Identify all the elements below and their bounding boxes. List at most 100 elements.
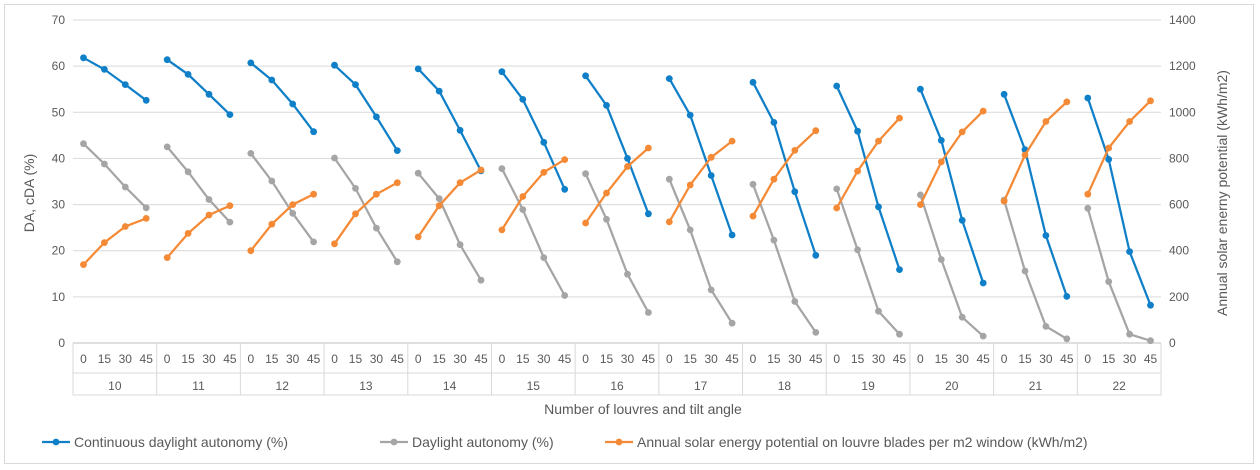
- data-point: [373, 190, 380, 198]
- data-point: [101, 160, 108, 168]
- x-group-label: 18: [778, 379, 792, 393]
- data-point: [582, 219, 589, 227]
- x-tick-label: 30: [1123, 352, 1137, 366]
- y2-tick-label: 0: [1169, 336, 1176, 350]
- x-tick-label: 15: [98, 352, 112, 366]
- x-group-label: 17: [694, 379, 708, 393]
- x-axis-title: Number of louvres and tilt angle: [544, 401, 742, 417]
- data-point: [1147, 97, 1154, 105]
- series-line: [1086, 207, 1151, 342]
- series-line: [500, 158, 566, 231]
- data-point: [854, 167, 861, 175]
- data-point: [289, 201, 297, 209]
- series-line: [752, 129, 817, 217]
- series-line: [333, 157, 399, 263]
- data-point: [477, 276, 485, 284]
- data-point: [1084, 204, 1092, 212]
- data-point: [289, 209, 297, 217]
- series-line: [1086, 97, 1152, 306]
- x-group-label: 22: [1112, 379, 1126, 393]
- gridlines: [73, 19, 1161, 298]
- y2-tick-label: 800: [1169, 151, 1189, 165]
- data-point: [1063, 335, 1071, 343]
- x-tick-label: 15: [349, 352, 363, 366]
- y2-tick-label: 200: [1169, 290, 1189, 304]
- data-point: [80, 54, 87, 62]
- data-point: [142, 96, 150, 104]
- data-point: [624, 163, 631, 170]
- x-group-label: 21: [1029, 379, 1043, 393]
- data-point: [414, 169, 422, 177]
- x-tick-label: 30: [537, 352, 551, 366]
- x-tick-label: 15: [684, 352, 698, 366]
- x-tick-label: 30: [370, 352, 384, 366]
- data-point: [1126, 248, 1133, 256]
- data-point: [142, 215, 150, 222]
- data-point: [456, 126, 464, 134]
- y-tick-label: 40: [52, 151, 66, 165]
- x-tick-label: 0: [582, 352, 589, 366]
- x-tick-label: 15: [1102, 352, 1116, 366]
- data-point: [1147, 301, 1154, 309]
- data-point: [101, 66, 108, 73]
- y2-tick-label: 1200: [1169, 59, 1196, 73]
- data-point: [519, 193, 527, 200]
- data-point: [937, 158, 945, 166]
- y-axis-right: 0 200 400 600 800 1000 1200 1400: [1169, 13, 1196, 350]
- data-point: [1021, 267, 1029, 275]
- data-point: [603, 189, 610, 197]
- x-group-label: 12: [276, 379, 290, 393]
- data-point: [917, 85, 924, 93]
- x-tick-label: 0: [833, 352, 840, 366]
- series-line: [835, 85, 901, 270]
- x-tick-label: 0: [80, 352, 87, 366]
- x-tick-label: 0: [1001, 352, 1008, 366]
- data-point: [393, 147, 401, 155]
- data-point: [624, 155, 631, 162]
- y2-tick-label: 1400: [1169, 13, 1196, 27]
- legend-swatch-marker: [52, 438, 60, 446]
- data-point: [352, 210, 359, 218]
- series-line: [919, 88, 985, 284]
- data-point: [1063, 293, 1071, 300]
- data-point: [1063, 98, 1071, 106]
- series-line: [668, 140, 733, 223]
- data-point: [519, 206, 527, 214]
- series-line: [249, 152, 315, 243]
- data-point: [205, 196, 213, 203]
- x-tick-label: 0: [917, 352, 924, 366]
- x-tick-label: 30: [788, 352, 802, 366]
- data-point: [435, 202, 443, 210]
- x-tick-label: 30: [286, 352, 300, 366]
- series-line: [417, 172, 482, 281]
- series-line: [584, 173, 650, 314]
- data-point: [1021, 151, 1029, 159]
- x-tick-label: 45: [474, 352, 488, 366]
- data-point: [979, 107, 987, 115]
- data-point: [791, 147, 799, 154]
- data-point: [414, 65, 422, 73]
- x-tick-label: 0: [666, 352, 673, 366]
- series-line: [82, 56, 147, 102]
- x-tick-label: 15: [851, 352, 865, 366]
- data-point: [477, 166, 485, 174]
- x-tick-label: 0: [415, 352, 422, 366]
- data-point: [80, 140, 87, 148]
- data-point: [770, 119, 778, 126]
- x-tick-label: 15: [265, 352, 279, 366]
- x-tick-label: 0: [164, 352, 171, 366]
- legend-label: Annual solar energy potential on louvre …: [637, 434, 1088, 450]
- chart: 0 15 30 45 10 0 15 30 45 11 0 15 30 45 12 0 15 30 45 13 0 15 3…: [21, 13, 1230, 450]
- x-group-label: 10: [108, 379, 122, 393]
- data-point: [101, 239, 108, 247]
- series-line: [835, 117, 901, 209]
- data-point: [791, 188, 799, 196]
- data-point: [833, 185, 841, 193]
- y-axis-left: 0 10 20 30 40 50 60 70: [52, 13, 66, 350]
- data-point: [352, 81, 359, 88]
- series-line: [166, 204, 231, 259]
- x-tick-label: 45: [140, 352, 154, 366]
- x-group-label: 11: [192, 379, 205, 393]
- x-tick-label: 45: [307, 352, 321, 366]
- x-tick-label: 45: [809, 352, 823, 366]
